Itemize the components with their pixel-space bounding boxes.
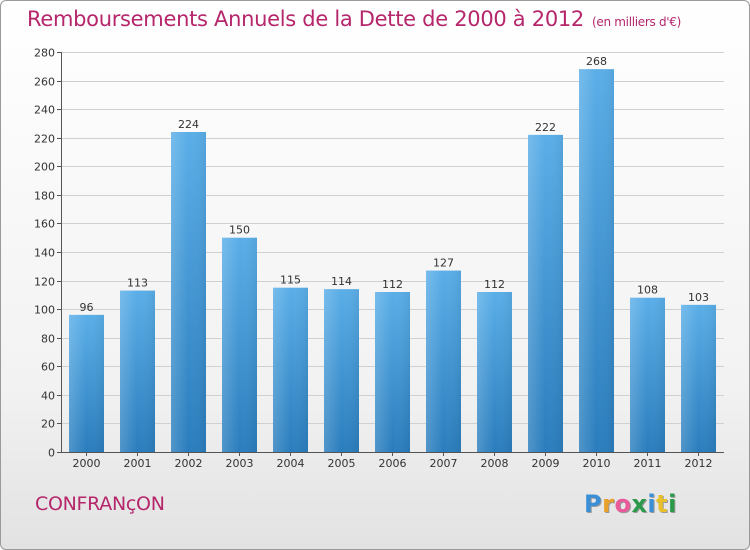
chart-title-text: Remboursements Annuels de la Dette de 20… xyxy=(27,7,584,31)
chart-title: Remboursements Annuels de la Dette de 20… xyxy=(27,7,681,31)
data-label: 150 xyxy=(229,224,250,237)
data-label: 114 xyxy=(331,275,352,288)
bar-shine xyxy=(375,292,410,452)
x-tick-label: 2009 xyxy=(532,457,560,470)
y-tick-label: 180 xyxy=(34,190,55,203)
chart-subtitle: (en milliers d'€) xyxy=(592,15,682,29)
x-tick-label: 2003 xyxy=(226,457,254,470)
x-tick-label: 2001 xyxy=(124,457,152,470)
data-label: 224 xyxy=(178,118,199,131)
x-tick-label: 2004 xyxy=(277,457,305,470)
bar-shine xyxy=(273,287,308,452)
data-label: 268 xyxy=(586,55,607,68)
bar-shine xyxy=(681,304,716,452)
logo-letter: r xyxy=(602,490,615,518)
bar-shine xyxy=(579,69,614,453)
y-tick-label: 0 xyxy=(48,447,55,460)
bar-shine xyxy=(171,132,206,452)
x-tick-label: 2000 xyxy=(73,457,101,470)
bars xyxy=(69,69,716,453)
y-tick-label: 160 xyxy=(34,218,55,231)
x-tick-label: 2007 xyxy=(430,457,458,470)
y-tick-label: 60 xyxy=(41,361,55,374)
data-label: 96 xyxy=(80,301,94,314)
logo-letter: i xyxy=(668,490,677,518)
y-tick-label: 80 xyxy=(41,333,55,346)
axes xyxy=(57,52,724,456)
y-tick-label: 280 xyxy=(34,47,55,60)
data-label: 222 xyxy=(535,121,556,134)
x-tick-label: 2006 xyxy=(379,457,407,470)
y-tick-label: 220 xyxy=(34,133,55,146)
bar-shine xyxy=(222,237,257,452)
x-tick-label: 2010 xyxy=(583,457,611,470)
logo-letter: i xyxy=(647,490,657,518)
y-tick-label: 200 xyxy=(34,161,55,174)
y-tick-label: 120 xyxy=(34,276,55,289)
y-tick-label: 260 xyxy=(34,76,55,89)
x-tick-label: 2008 xyxy=(481,457,509,470)
x-tick-labels: 2000 2001 2002 2003 2004 2005 2006 2007 2008 2009… xyxy=(73,457,713,470)
proxiti-logo[interactable]: Proxiti xyxy=(584,490,677,518)
logo-letter: x xyxy=(631,490,648,518)
data-label: 115 xyxy=(280,274,301,287)
data-labels: 96 113 224 150 115 114 112 127 112 222 268 108 103 xyxy=(80,55,710,314)
y-tick-label: 140 xyxy=(34,247,55,260)
y-tick-label: 240 xyxy=(34,104,55,117)
data-label: 112 xyxy=(382,278,403,291)
data-label: 103 xyxy=(688,291,709,304)
bar-shine xyxy=(528,134,563,452)
y-tick-labels: 0 20 40 60 80 100 120 140 160 180 200 220 240 260 280 xyxy=(34,47,55,460)
bar-shine xyxy=(324,289,359,452)
bar-shine xyxy=(630,297,665,452)
logo-letter: t xyxy=(656,490,669,518)
data-label: 113 xyxy=(127,277,148,290)
logo-letter: o xyxy=(614,490,632,518)
data-label: 127 xyxy=(433,257,454,270)
data-label: 108 xyxy=(637,284,658,297)
y-tick-label: 40 xyxy=(41,390,55,403)
town-name: CONFRANçON xyxy=(35,493,165,515)
bar-shine xyxy=(426,270,461,452)
bar-shine xyxy=(477,292,512,452)
bar-shine xyxy=(120,290,155,452)
y-tick-label: 20 xyxy=(41,418,55,431)
data-label: 112 xyxy=(484,278,505,291)
y-tick-label: 100 xyxy=(34,304,55,317)
logo-letter: P xyxy=(584,490,603,518)
bar-shine xyxy=(69,314,104,452)
x-tick-label: 2012 xyxy=(685,457,713,470)
x-tick-label: 2005 xyxy=(328,457,356,470)
x-tick-label: 2011 xyxy=(634,457,662,470)
x-tick-label: 2002 xyxy=(175,457,203,470)
